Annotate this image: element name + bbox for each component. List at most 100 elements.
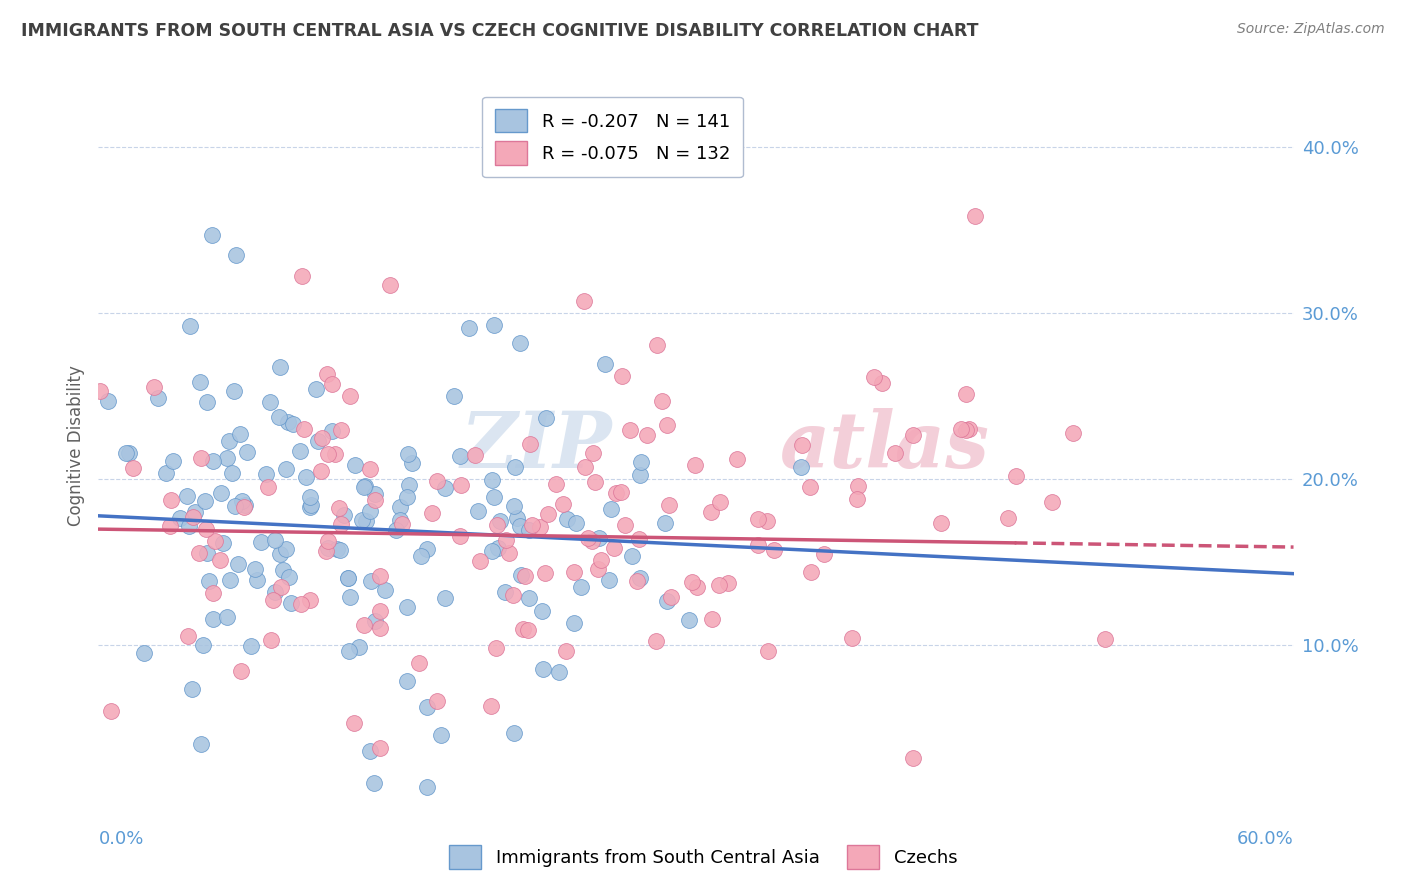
Point	[416, 780, 439, 794]
Point	[146, 391, 169, 405]
Point	[218, 434, 240, 449]
Point	[963, 209, 986, 223]
Point	[644, 633, 666, 648]
Point	[311, 431, 333, 445]
Point	[343, 458, 366, 472]
Point	[169, 510, 191, 524]
Point	[385, 523, 408, 537]
Point	[610, 485, 633, 500]
Point	[193, 494, 215, 508]
Point	[329, 423, 352, 437]
Point	[562, 566, 585, 580]
Point	[756, 514, 779, 528]
Point	[678, 613, 700, 627]
Point	[863, 370, 886, 384]
Point	[190, 450, 212, 465]
Point	[551, 497, 574, 511]
Point	[396, 448, 419, 462]
Point	[326, 541, 349, 556]
Point	[353, 618, 375, 632]
Point	[332, 508, 354, 522]
Point	[389, 513, 412, 527]
Point	[628, 468, 651, 483]
Point	[621, 549, 644, 563]
Point	[262, 592, 284, 607]
Point	[193, 638, 215, 652]
Point	[709, 495, 731, 509]
Point	[349, 640, 371, 654]
Point	[328, 500, 350, 515]
Text: IMMIGRANTS FROM SOUTH CENTRAL ASIA VS CZECH COGNITIVE DISABILITY CORRELATION CHA: IMMIGRANTS FROM SOUTH CENTRAL ASIA VS CZ…	[21, 22, 979, 40]
Point	[903, 751, 925, 765]
Point	[316, 534, 339, 549]
Point	[307, 434, 329, 448]
Text: 0.0%: 0.0%	[98, 830, 143, 848]
Point	[343, 715, 366, 730]
Point	[482, 318, 505, 333]
Point	[142, 380, 165, 394]
Point	[339, 389, 361, 403]
Point	[747, 512, 769, 526]
Point	[177, 629, 200, 643]
Point	[645, 338, 668, 352]
Point	[626, 574, 648, 588]
Point	[288, 443, 311, 458]
Point	[121, 461, 143, 475]
Point	[512, 622, 534, 636]
Point	[352, 513, 374, 527]
Point	[848, 479, 870, 493]
Point	[283, 417, 305, 431]
Point	[628, 532, 651, 546]
Point	[359, 504, 381, 518]
Point	[100, 704, 122, 718]
Point	[321, 376, 343, 391]
Point	[263, 533, 285, 548]
Point	[481, 544, 503, 558]
Point	[901, 427, 924, 442]
Point	[259, 395, 281, 409]
Point	[208, 552, 231, 566]
Point	[517, 591, 540, 605]
Point	[420, 506, 443, 520]
Point	[155, 466, 177, 480]
Point	[605, 486, 627, 500]
Point	[725, 451, 748, 466]
Point	[845, 491, 868, 506]
Point	[957, 422, 980, 436]
Point	[659, 591, 682, 605]
Point	[190, 737, 212, 751]
Point	[486, 541, 509, 556]
Point	[588, 531, 610, 545]
Point	[339, 590, 361, 604]
Point	[457, 321, 479, 335]
Point	[762, 542, 785, 557]
Point	[841, 631, 863, 645]
Point	[378, 277, 401, 292]
Point	[700, 612, 723, 626]
Point	[229, 427, 252, 442]
Point	[717, 575, 740, 590]
Point	[298, 593, 321, 607]
Point	[243, 562, 266, 576]
Point	[354, 515, 377, 529]
Point	[586, 562, 609, 576]
Point	[479, 698, 502, 713]
Point	[555, 643, 578, 657]
Point	[236, 445, 259, 459]
Point	[160, 492, 183, 507]
Point	[398, 478, 420, 492]
Point	[537, 508, 560, 522]
Point	[364, 615, 387, 629]
Point	[226, 557, 249, 571]
Point	[503, 459, 526, 474]
Point	[430, 728, 453, 742]
Point	[792, 438, 814, 452]
Point	[176, 489, 198, 503]
Point	[614, 517, 637, 532]
Point	[89, 384, 111, 399]
Point	[239, 639, 262, 653]
Point	[368, 621, 391, 635]
Point	[686, 580, 709, 594]
Point	[883, 446, 905, 460]
Point	[502, 726, 524, 740]
